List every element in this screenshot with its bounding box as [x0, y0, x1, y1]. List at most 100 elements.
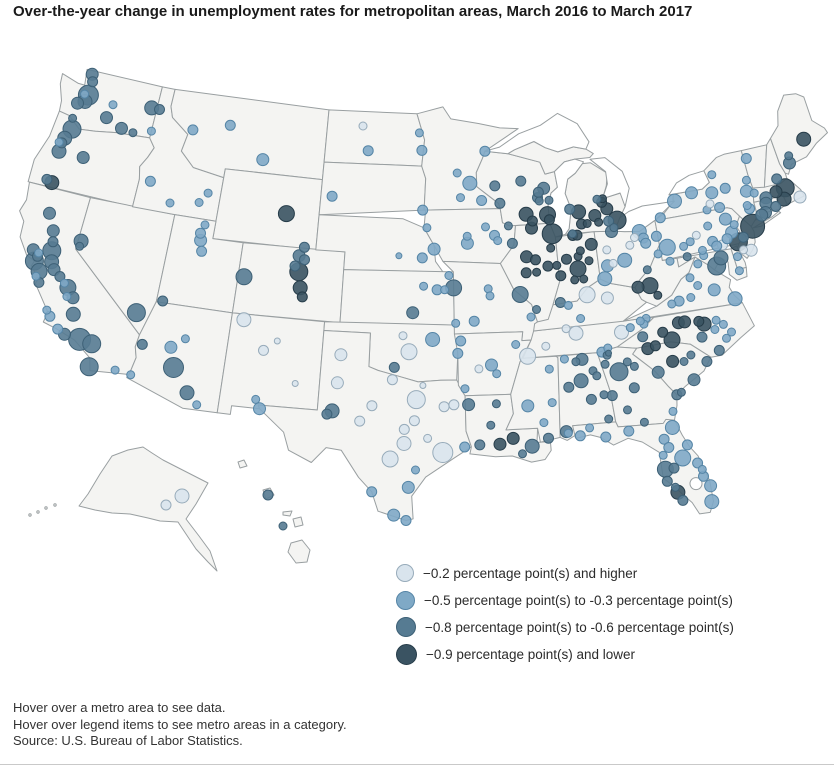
metro-bubble[interactable]	[451, 318, 461, 328]
metro-bubble[interactable]	[687, 373, 701, 387]
metro-bubble[interactable]	[563, 428, 573, 438]
metro-bubble[interactable]	[563, 381, 575, 393]
metro-bubble[interactable]	[740, 153, 752, 164]
metro-bubble[interactable]	[481, 222, 490, 232]
legend-item-category-4[interactable]: −0.9 percentage point(s) and lower	[396, 643, 734, 665]
metro-bubble[interactable]	[462, 398, 476, 412]
metro-bubble[interactable]	[741, 175, 751, 185]
metro-bubble[interactable]	[628, 382, 640, 394]
metro-bubble[interactable]	[563, 300, 573, 310]
metro-bubble[interactable]	[697, 464, 707, 474]
metro-bubble[interactable]	[650, 230, 662, 242]
metro-bubble[interactable]	[534, 196, 544, 206]
metro-bubble[interactable]	[417, 204, 429, 216]
metro-bubble[interactable]	[503, 221, 513, 231]
legend-item-category-3[interactable]: −0.8 percentage point(s) to -0.6 percent…	[396, 616, 734, 638]
metro-bubble[interactable]	[769, 185, 783, 199]
metro-bubble[interactable]	[411, 465, 420, 475]
metro-bubble[interactable]	[719, 182, 731, 194]
metro-bubble[interactable]	[520, 267, 532, 279]
metro-bubble[interactable]	[609, 362, 629, 382]
metro-bubble[interactable]	[422, 223, 432, 233]
metro-bubble[interactable]	[578, 286, 596, 304]
metro-bubble[interactable]	[733, 252, 742, 262]
metro-bubble[interactable]	[146, 126, 156, 136]
metro-bubble[interactable]	[400, 343, 418, 361]
metro-bubble[interactable]	[603, 215, 615, 227]
metro-bubble[interactable]	[452, 168, 462, 178]
metro-bubble[interactable]	[704, 494, 720, 510]
metro-bubble[interactable]	[321, 408, 333, 420]
metro-bubble[interactable]	[718, 212, 732, 226]
metro-bubble[interactable]	[485, 358, 498, 372]
metro-bubble[interactable]	[714, 202, 726, 213]
metro-bubble[interactable]	[569, 260, 587, 278]
metro-bubble[interactable]	[444, 271, 454, 280]
metro-bubble[interactable]	[658, 450, 668, 460]
metro-bubble[interactable]	[47, 236, 59, 248]
metro-bubble[interactable]	[653, 249, 663, 259]
metro-bubble[interactable]	[547, 398, 557, 408]
metro-bubble[interactable]	[256, 153, 270, 167]
metro-bubble[interactable]	[584, 237, 598, 251]
legend-item-category-2[interactable]: −0.5 percentage point(s) to -0.3 percent…	[396, 589, 734, 611]
metro-bubble[interactable]	[299, 254, 310, 266]
metro-bubble[interactable]	[474, 439, 486, 451]
metro-bubble[interactable]	[705, 199, 715, 209]
metro-bubble[interactable]	[568, 229, 577, 239]
metro-bubble[interactable]	[406, 390, 426, 410]
metro-bubble[interactable]	[721, 233, 733, 245]
metro-bubble[interactable]	[366, 486, 378, 498]
metro-bubble[interactable]	[711, 315, 721, 325]
metro-bubble[interactable]	[157, 295, 169, 307]
metro-bubble[interactable]	[180, 334, 190, 344]
metro-bubble[interactable]	[679, 241, 689, 251]
metro-bubble[interactable]	[289, 260, 301, 272]
metro-bubble[interactable]	[200, 220, 210, 230]
metro-bubble[interactable]	[76, 151, 90, 164]
metro-bubble[interactable]	[298, 241, 310, 253]
metro-bubble[interactable]	[126, 303, 146, 323]
metro-bubble[interactable]	[657, 326, 669, 338]
metro-bubble[interactable]	[710, 325, 720, 334]
metro-bubble[interactable]	[187, 124, 199, 136]
metro-bubble[interactable]	[664, 420, 680, 435]
metro-bubble[interactable]	[164, 340, 178, 354]
metro-bubble[interactable]	[575, 246, 585, 256]
metro-bubble[interactable]	[366, 400, 378, 412]
metro-bubble[interactable]	[784, 151, 794, 161]
metro-bubble[interactable]	[459, 441, 471, 453]
metro-bubble[interactable]	[707, 283, 721, 297]
metro-bubble[interactable]	[682, 252, 692, 262]
metro-bubble[interactable]	[653, 290, 663, 300]
metro-bubble[interactable]	[419, 382, 427, 389]
metro-bubble[interactable]	[296, 291, 308, 303]
metro-bubble[interactable]	[606, 390, 618, 402]
metro-bubble[interactable]	[541, 223, 563, 245]
metro-bubble[interactable]	[456, 193, 465, 203]
metro-bubble[interactable]	[727, 291, 743, 307]
metro-bubble[interactable]	[691, 230, 701, 240]
metro-bubble[interactable]	[532, 186, 544, 198]
metro-bubble[interactable]	[396, 436, 412, 451]
metro-bubble[interactable]	[570, 275, 580, 285]
metro-bubble[interactable]	[75, 241, 85, 251]
metro-bubble[interactable]	[681, 439, 693, 451]
metro-bubble[interactable]	[771, 173, 783, 185]
metro-bubble[interactable]	[658, 238, 676, 256]
metro-bubble[interactable]	[582, 219, 592, 228]
metro-bubble[interactable]	[635, 316, 645, 326]
metro-bubble[interactable]	[667, 299, 677, 309]
metro-bubble[interactable]	[278, 521, 288, 531]
metro-bubble[interactable]	[358, 121, 368, 131]
metro-bubble[interactable]	[71, 96, 84, 110]
metro-bubble[interactable]	[541, 341, 551, 351]
metro-bubble[interactable]	[661, 475, 673, 487]
metro-bubble[interactable]	[330, 376, 344, 390]
metro-bubble[interactable]	[448, 399, 460, 411]
metro-bubble[interactable]	[602, 245, 612, 255]
metro-bubble[interactable]	[532, 305, 541, 314]
metro-bubble[interactable]	[486, 420, 496, 430]
